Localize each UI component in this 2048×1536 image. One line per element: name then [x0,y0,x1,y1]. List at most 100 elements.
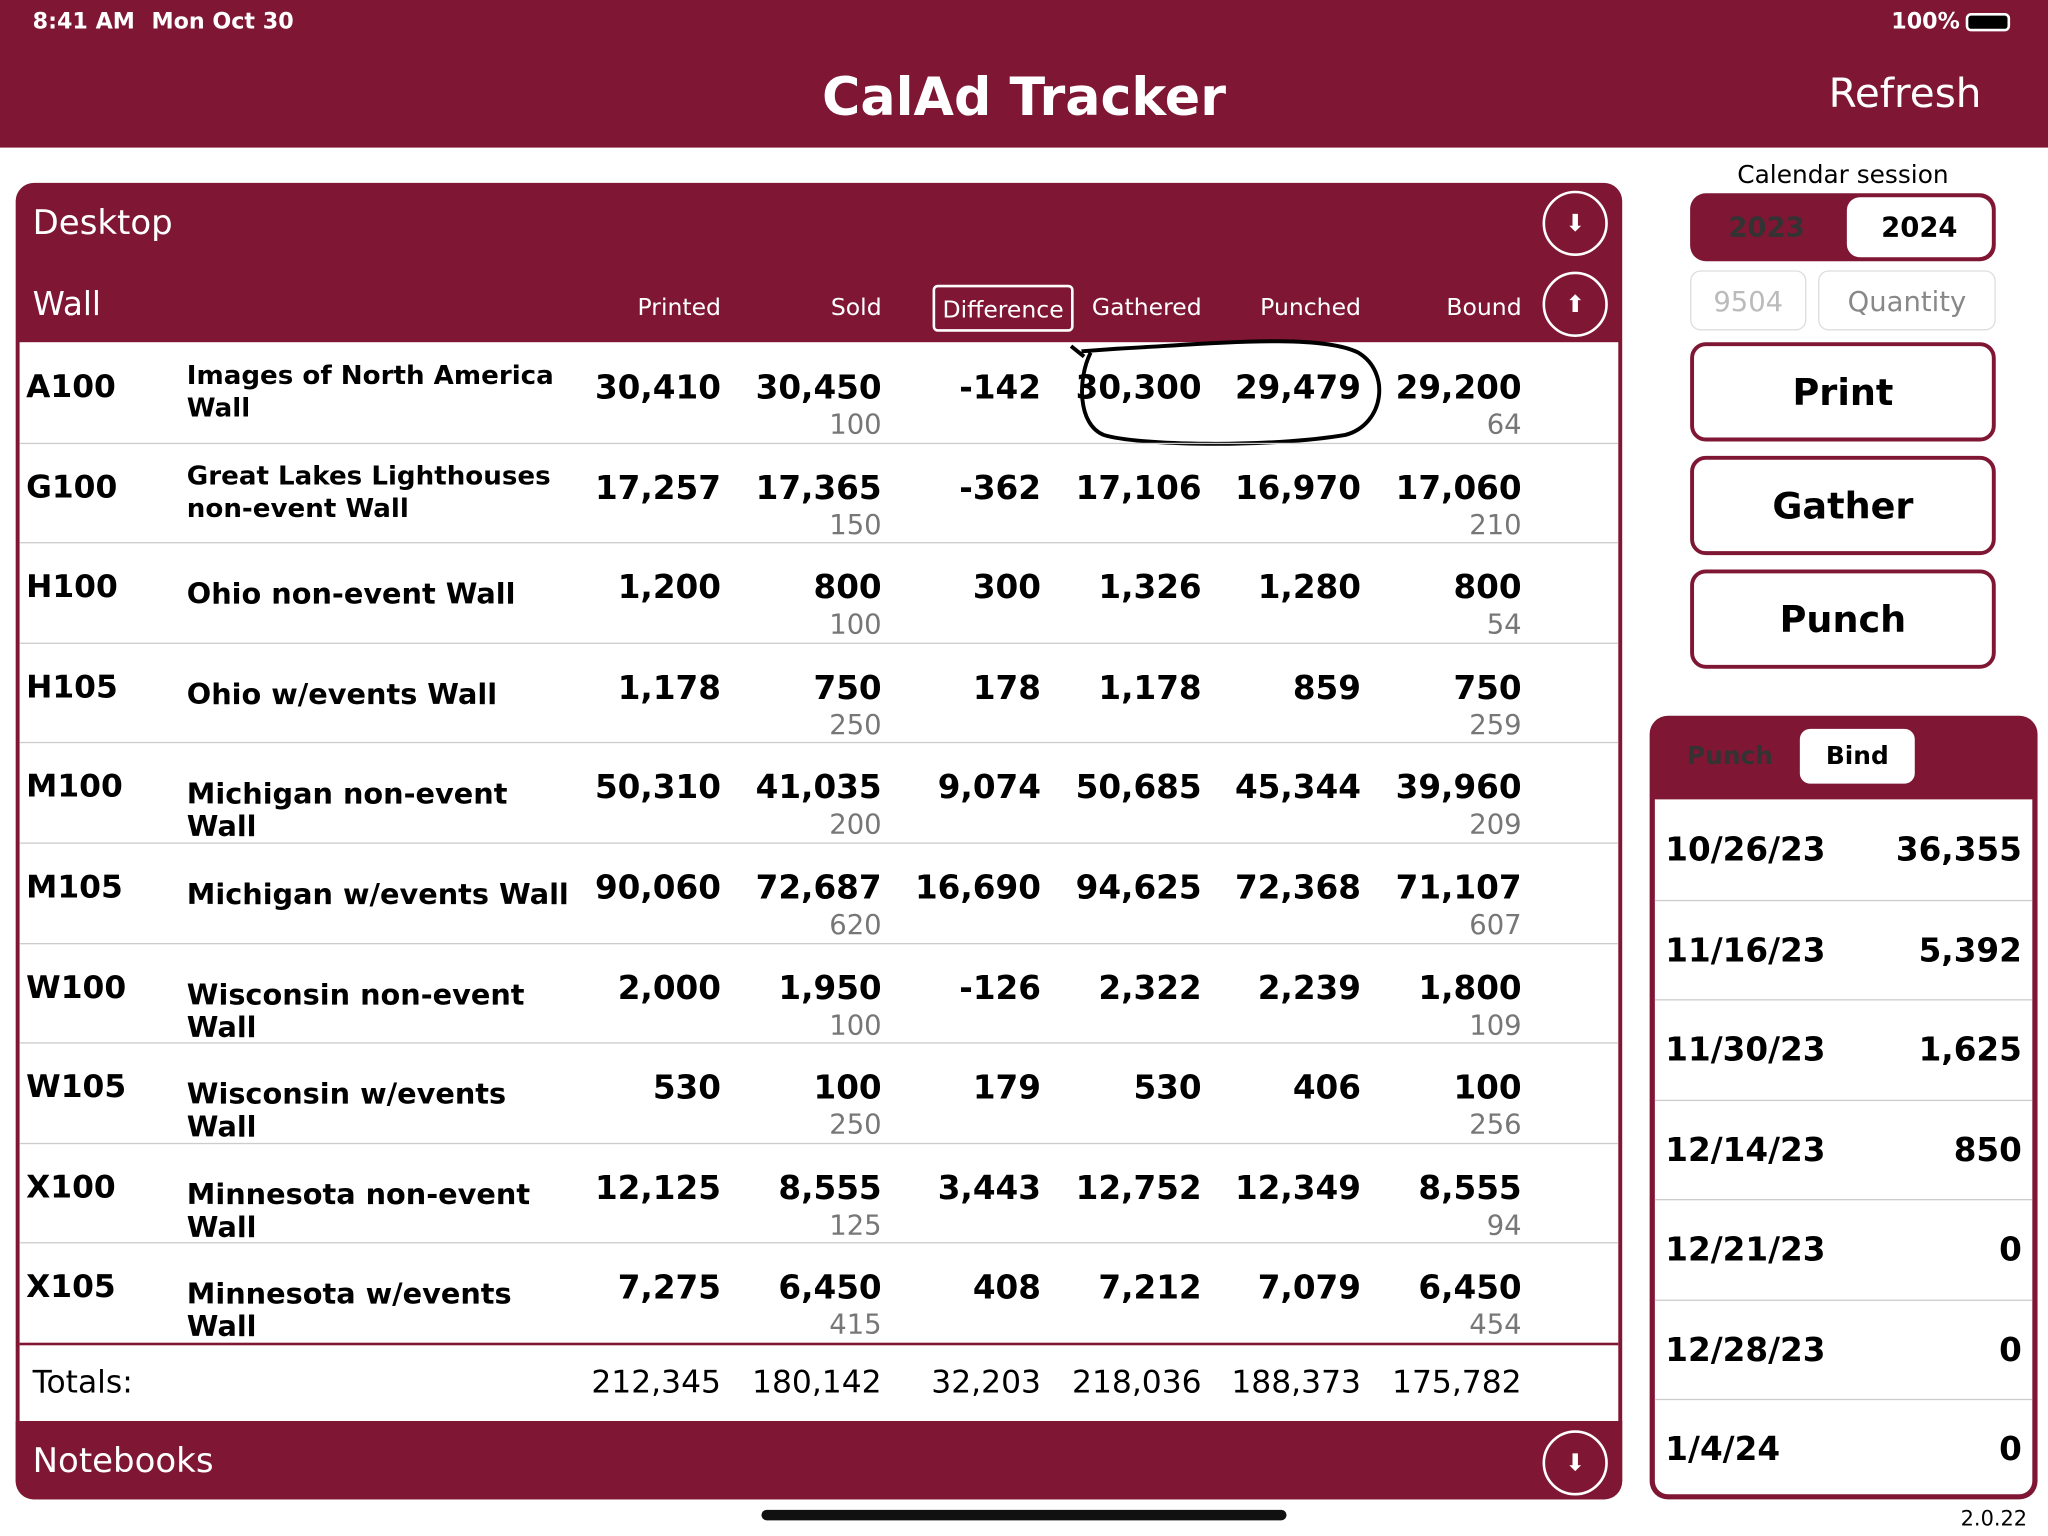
row-value: 41,035 [755,768,882,807]
version: 2.0.22 [1960,1505,2028,1531]
row-value: 6,450 [1418,1268,1522,1307]
row-code: H105 [26,668,118,706]
quantity-input[interactable]: Quantity [1818,270,1996,331]
row-name: Minnesota non-event Wall [186,1179,531,1245]
row-value: 179 [972,1068,1041,1107]
row-value: 17,257 [594,468,721,507]
column-header: Gathered [1091,293,1202,322]
bound-sub: 210 [1469,508,1522,541]
row-value: 29,479 [1234,368,1361,407]
row-value: 800 [813,568,882,607]
row-value: 1,950 [778,968,882,1007]
row-value: 29,200 [1395,368,1522,407]
log-value: 5,392 [1918,930,2022,969]
row-divider [19,1242,1619,1244]
row-value: 30,410 [594,368,721,407]
row-value: 8,555 [1418,1168,1522,1207]
battery-icon [1965,13,2011,32]
log-date: 1/4/24 [1665,1430,1781,1469]
notebooks-title[interactable]: Notebooks [32,1441,214,1482]
sold-sub: 100 [829,1009,882,1041]
row-code: X105 [26,1268,116,1306]
notebooks-bar [15,1421,1623,1500]
bound-sub: 607 [1469,909,1522,941]
column-header: Sold [830,293,882,322]
total-value: 212,345 [591,1363,721,1401]
log-divider [1654,1099,2033,1101]
punch-button[interactable]: Punch [1690,569,1996,669]
log-divider [1654,899,2033,901]
log-divider [1654,1298,2033,1301]
row-name: Michigan w/events Wall [186,879,569,912]
sort-button[interactable]: ⬆ [1542,271,1608,337]
sold-sub: 100 [829,608,882,641]
row-value: 17,060 [1395,468,1522,507]
gather-button[interactable]: Gather [1690,455,1996,556]
log-tab-selected[interactable]: Bind [1799,728,1915,784]
log-date: 12/28/23 [1665,1330,1826,1369]
sold-sub: 200 [829,808,882,841]
year-option-selected[interactable]: 2024 [1846,197,1992,258]
row-divider [19,542,1619,544]
year-option[interactable]: 2023 [1728,211,1805,243]
row-code: G100 [26,468,118,505]
row-value: 12,349 [1234,1168,1361,1207]
header-bar [0,0,2048,148]
sold-sub: 125 [829,1209,882,1241]
row-divider [19,842,1619,844]
code-input[interactable]: 9504 [1690,270,1807,331]
row-value: 50,310 [594,768,721,807]
bound-sub: 209 [1469,808,1522,841]
row-name: Michigan non-event Wall [186,778,508,845]
sold-sub: 250 [829,1109,882,1141]
row-value: 50,685 [1075,768,1202,807]
log-value: 850 [1953,1130,2022,1169]
row-value: 1,280 [1257,568,1361,607]
row-code: X100 [26,1168,116,1206]
total-value: 175,782 [1391,1363,1522,1401]
row-value: 2,322 [1098,968,1202,1007]
row-value: 17,365 [755,468,882,507]
row-name: Ohio w/events Wall [186,678,498,712]
column-header[interactable]: Difference [932,284,1074,332]
log-tab[interactable]: Punch [1686,741,1773,771]
row-value: 72,368 [1234,868,1361,907]
sold-sub: 150 [829,508,882,541]
bound-sub: 256 [1469,1109,1522,1141]
row-value: 16,970 [1234,468,1361,507]
total-value: 188,373 [1231,1363,1361,1401]
total-value: 218,036 [1071,1363,1202,1401]
row-value: 7,212 [1098,1268,1202,1307]
row-value: 8,555 [778,1168,882,1207]
column-header: Punched [1260,293,1361,322]
row-value: 530 [1133,1068,1202,1107]
row-code: A100 [26,368,116,405]
refresh-button[interactable]: Refresh [1828,70,1982,118]
row-value: 12,125 [594,1168,721,1207]
print-button[interactable]: Print [1690,342,1996,442]
sold-sub: 415 [829,1309,882,1341]
sold-sub: 100 [829,408,882,441]
row-value: 39,960 [1395,768,1522,807]
row-value: -126 [959,968,1041,1007]
row-name: Minnesota w/events Wall [186,1279,512,1345]
row-name: Great Lakes Lighthouses non-event Wall [186,459,551,524]
row-value: 1,178 [1098,668,1202,707]
row-value: 17,106 [1075,468,1202,507]
row-code: M105 [26,868,123,906]
total-value: 180,142 [751,1363,882,1401]
section-title: Desktop [32,203,173,243]
totals-divider [19,1342,1619,1346]
sold-sub: 250 [829,708,882,741]
row-value: 1,326 [1098,568,1202,607]
row-code: W100 [26,968,127,1006]
app-title: CalAd Tracker [822,67,1226,128]
log-date: 11/30/23 [1665,1030,1826,1069]
row-value: 750 [1453,668,1522,707]
expand-button[interactable]: ⬇ [1542,1430,1608,1496]
home-indicator [761,1509,1287,1521]
annotation [1069,339,1382,446]
row-value: 100 [813,1068,882,1107]
collapse-button[interactable]: ⬇ [1542,190,1608,256]
